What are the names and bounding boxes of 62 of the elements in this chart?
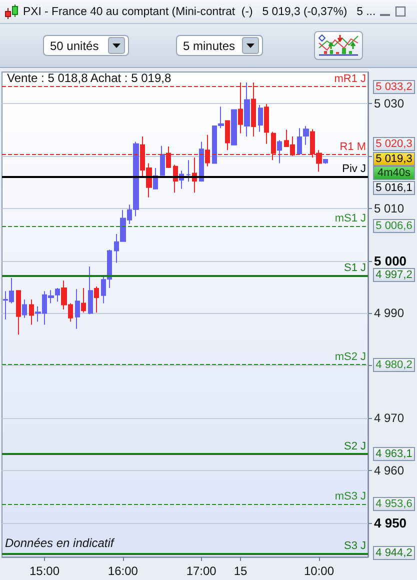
candlestick bbox=[88, 266, 93, 315]
x-tick-label: 10:00 bbox=[304, 564, 334, 578]
x-tick-label: 16:00 bbox=[108, 564, 138, 578]
candlestick bbox=[55, 288, 60, 302]
text: 4 944,2 bbox=[373, 546, 415, 560]
candlestick bbox=[16, 290, 21, 336]
candlestick bbox=[160, 145, 165, 176]
candlestick bbox=[22, 299, 27, 318]
candlestick bbox=[205, 134, 210, 167]
candlestick bbox=[186, 160, 191, 182]
ref-line-label: S1 J bbox=[344, 262, 366, 274]
y-tick-label: 4 960 bbox=[374, 463, 404, 478]
text: 4 980,2 bbox=[373, 358, 415, 372]
candlestick bbox=[94, 286, 99, 314]
annotation: Données en indicatif bbox=[5, 536, 114, 550]
text: 4m40s bbox=[373, 166, 415, 180]
candlestick bbox=[244, 82, 250, 137]
text: 4 963,1 bbox=[373, 447, 415, 462]
candlestick bbox=[264, 103, 269, 144]
candlestick bbox=[29, 299, 34, 326]
ref-line-label: mS3 J bbox=[334, 490, 366, 503]
y-tick-label: 5 030 bbox=[374, 96, 404, 110]
x-tick-label: 15 bbox=[234, 564, 248, 578]
candlestick bbox=[166, 146, 171, 168]
dropdown: 50 unités bbox=[43, 35, 129, 56]
dropdown: 5 minutes bbox=[176, 35, 263, 56]
y-tick-label: 4 970 bbox=[374, 411, 404, 426]
ref-line-label: Piv J bbox=[342, 162, 366, 175]
candlestick bbox=[258, 104, 263, 132]
candlestick bbox=[75, 288, 80, 330]
x-tick-label: 17:00 bbox=[186, 564, 217, 578]
ref-line-label: mS2 J bbox=[334, 351, 366, 364]
text: 5 016,1 bbox=[373, 180, 415, 195]
text: 5 019,3 bbox=[373, 152, 415, 166]
text: 4 953,6 bbox=[373, 497, 415, 512]
chart-title: PXI - France 40 au comptant (Mini-contrat (-) 5 019,3 (-0,37%) 5 ... bbox=[23, 5, 376, 19]
text: 5 006,6 bbox=[373, 219, 415, 234]
candlestick bbox=[297, 128, 302, 156]
ref-line-label: S2 J bbox=[344, 440, 366, 453]
candlestick bbox=[303, 126, 309, 146]
y-tick-label: 4 950 bbox=[374, 515, 407, 530]
ref-line-label: R1 M bbox=[340, 140, 366, 153]
x-tick-label: 15:00 bbox=[29, 564, 60, 578]
candlestick bbox=[199, 141, 204, 182]
candlestick bbox=[81, 288, 86, 314]
text: 5 020,3 bbox=[373, 136, 415, 151]
y-tick-label: 5 000 bbox=[374, 253, 407, 268]
y-tick-label: 4 990 bbox=[374, 306, 404, 320]
candlestick bbox=[271, 131, 276, 161]
y-tick-label: 5 010 bbox=[374, 201, 404, 216]
candlestick bbox=[323, 158, 328, 164]
ref-line-label: mS1 J bbox=[334, 212, 366, 225]
candlestick bbox=[231, 109, 237, 146]
annotation: Vente : 5 018,8 Achat : 5 019,8 bbox=[7, 71, 172, 85]
text: 5 033,2 bbox=[373, 80, 415, 94]
candlestick bbox=[251, 82, 256, 137]
candlestick bbox=[225, 120, 230, 151]
candlestick bbox=[238, 82, 243, 134]
candlestick bbox=[277, 140, 282, 164]
text: 4 997,2 bbox=[373, 268, 415, 282]
ref-line-label: S3 J bbox=[344, 540, 366, 552]
ref-line-label: mR1 J bbox=[334, 73, 366, 86]
